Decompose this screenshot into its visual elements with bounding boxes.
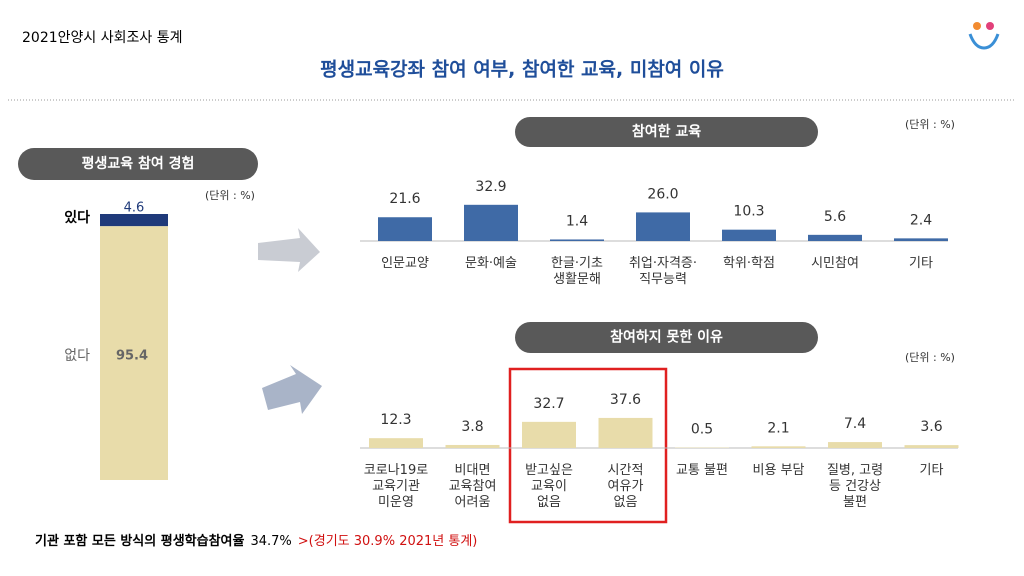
- value-label: 32.7: [533, 396, 564, 412]
- bar: [378, 217, 432, 241]
- bar: [894, 238, 948, 241]
- category-label: 문화·예술: [465, 256, 517, 271]
- category-line: 없음: [537, 495, 561, 510]
- category-line: 비대면: [455, 463, 491, 478]
- title-pill: [18, 148, 258, 180]
- source: 2021안양시 사회조사 통계: [22, 30, 182, 46]
- category-label: 질병, 고령 등 건강상 불편: [827, 463, 883, 510]
- bar: [464, 204, 518, 241]
- category-label: 비용 부담: [753, 463, 805, 478]
- value-label: 2.4: [910, 212, 932, 228]
- value-label: 0.5: [691, 422, 713, 438]
- footer-label: 기관 포함 모든 방식의 평생학습참여율: [35, 533, 245, 549]
- category-line: 없음: [614, 495, 638, 510]
- bar-segment: [100, 226, 168, 480]
- bar: [808, 234, 862, 241]
- series-label: 없다: [64, 348, 90, 364]
- value-label: 95.4: [116, 349, 148, 364]
- bar: [522, 421, 576, 448]
- category-label: 받고싶은 교육이 없음: [525, 463, 573, 510]
- value-label: 2.1: [767, 420, 789, 436]
- chart-title: 참여하지 못한 이유: [610, 329, 723, 346]
- category-label: 학위·학점: [723, 256, 775, 271]
- category-line: 여유가: [608, 479, 644, 494]
- chart-title: 참여한 교육: [632, 123, 701, 140]
- category-line: 직무능력: [639, 272, 687, 287]
- category-label: 시간적 여유가 없음: [608, 463, 644, 510]
- value-label: 4.6: [124, 201, 145, 216]
- bar: [904, 445, 959, 448]
- category-line: 미운영: [378, 495, 414, 510]
- category-line: 교육참여: [449, 479, 497, 494]
- category-line: 시민참여: [811, 256, 859, 271]
- category-label: 시민참여: [811, 256, 859, 271]
- value-label: 1.4: [566, 213, 588, 229]
- bar-segment: [100, 214, 168, 227]
- highlight-box: [508, 367, 668, 524]
- category-line: 어려움: [455, 495, 491, 510]
- bar: [751, 446, 806, 448]
- value-label: 26.0: [647, 186, 678, 202]
- chart-title: 평생교육 참여 경험: [82, 155, 195, 172]
- category-line: 학위·학점: [723, 256, 775, 271]
- bar: [828, 442, 882, 448]
- category-line: 문화·예술: [465, 256, 517, 271]
- category-line: 불편: [843, 495, 867, 510]
- category-line: 교육기관: [372, 479, 420, 494]
- unit-label: (단위 : %): [905, 118, 955, 131]
- category-label: 기타: [909, 256, 933, 271]
- category-line: 등 건강상: [829, 479, 881, 494]
- footer-compare: >(경기도 30.9% 2021년 통계): [298, 534, 478, 549]
- category-label: 인문교양: [381, 256, 429, 271]
- value-label: 3.8: [461, 419, 483, 435]
- category-label: 코로나19로 교육기관 미운영: [364, 463, 428, 510]
- category-line: 비용 부담: [753, 463, 805, 478]
- category-line: 기타: [920, 463, 944, 478]
- bar: [598, 417, 653, 448]
- title-pill: [515, 117, 818, 147]
- series-label: 있다: [64, 210, 90, 226]
- category-label: 비대면 교육참여 어려움: [449, 463, 497, 510]
- category-line: 기타: [909, 256, 933, 271]
- category-line: 취업·자격증·: [629, 256, 697, 271]
- value-label: 5.6: [824, 209, 846, 225]
- value-label: 3.6: [920, 419, 942, 435]
- unit-label: (단위 : %): [205, 189, 255, 202]
- bar: [445, 444, 500, 448]
- category-label: 기타: [920, 463, 944, 478]
- category-line: 인문교양: [381, 256, 429, 271]
- category-line: 한글·기초: [551, 256, 603, 271]
- value-label: 37.6: [610, 392, 641, 408]
- category-line: 시간적: [608, 463, 644, 478]
- category-label: 한글·기초 생활문해: [551, 256, 603, 287]
- bar: [550, 239, 604, 241]
- slide-title: 평생교육강좌 참여 여부, 참여한 교육, 미참여 이유: [320, 59, 724, 81]
- title-pill: [515, 322, 818, 353]
- value-label: 12.3: [380, 412, 411, 428]
- footer: 기관 포함 모든 방식의 평생학습참여율 34.7% >(경기도 30.9% 202…: [35, 533, 477, 549]
- category-line: 코로나19로: [364, 463, 428, 478]
- arrow: [258, 228, 320, 272]
- logo: [968, 22, 1000, 50]
- arrow: [262, 365, 322, 414]
- category-label: 취업·자격증· 직무능력: [629, 256, 697, 287]
- category-line: 질병, 고령: [827, 463, 883, 478]
- footer-value: 34.7%: [250, 534, 291, 549]
- bar: [369, 438, 423, 448]
- category-label: 교통 불편: [676, 463, 728, 478]
- category-line: 교통 불편: [676, 463, 728, 478]
- category-line: 교육이: [531, 479, 567, 494]
- value-label: 32.9: [475, 179, 506, 195]
- value-label: 10.3: [733, 204, 764, 220]
- bar: [636, 212, 690, 241]
- value-label: 21.6: [389, 191, 420, 207]
- value-label: 7.4: [844, 416, 866, 432]
- unit-label: (단위 : %): [905, 351, 955, 364]
- category-line: 받고싶은: [525, 463, 573, 478]
- bar: [722, 229, 776, 241]
- category-line: 생활문해: [553, 272, 601, 287]
